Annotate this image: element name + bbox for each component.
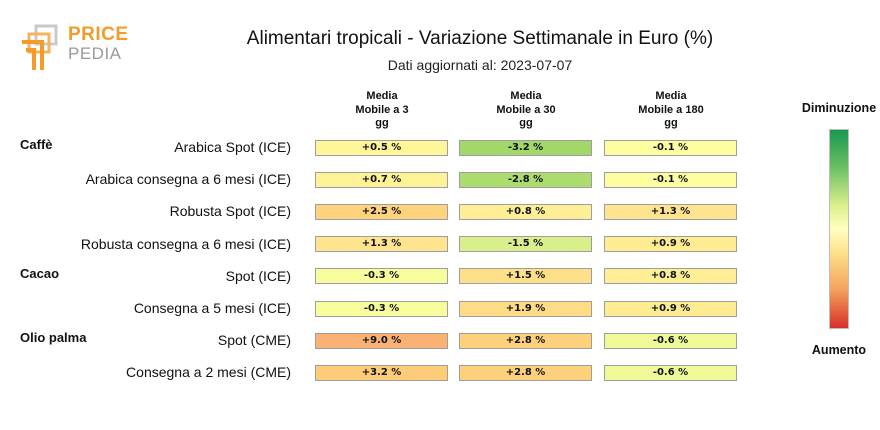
- heatmap-cell: +1.3 %: [604, 203, 737, 220]
- heatmap-cell: +0.9 %: [604, 300, 737, 317]
- heatmap-cell: -0.3 %: [315, 300, 448, 317]
- heatmap-cell: -0.1 %: [604, 171, 737, 188]
- color-scale-bar: [829, 129, 849, 329]
- heatmap-cell: +2.8 %: [459, 332, 592, 349]
- heatmap-cell: +0.5 %: [315, 139, 448, 156]
- heatmap-cell: +9.0 %: [315, 332, 448, 349]
- pricepedia-logo: PRICE PEDIA: [20, 24, 130, 72]
- column-header: Media Mobile a 3 gg: [355, 90, 409, 129]
- logo-text-line1: PRICE: [68, 24, 129, 45]
- heatmap-cell: +1.5 %: [459, 268, 592, 285]
- row-label: Robusta Spot (ICE): [169, 203, 291, 220]
- heatmap-cell: +2.8 %: [459, 364, 592, 381]
- heatmap-cell: -0.1 %: [604, 139, 737, 156]
- heatmap-cell: -0.6 %: [604, 332, 737, 349]
- legend-top-label: Diminuzione: [801, 101, 877, 115]
- group-label: Cacao: [20, 265, 60, 281]
- logo-icon: [22, 24, 58, 70]
- heatmap-cell: +2.5 %: [315, 203, 448, 220]
- heatmap-cell: +1.9 %: [459, 300, 592, 317]
- heatmap-cell: +0.9 %: [604, 236, 737, 253]
- column-header: Media Mobile a 180 gg: [638, 90, 704, 129]
- column-header: Media Mobile a 30 gg: [496, 90, 556, 129]
- group-label: Olio palma: [20, 330, 87, 346]
- heatmap-cell: -0.3 %: [315, 268, 448, 285]
- row-label: Arabica consegna a 6 mesi (ICE): [85, 171, 291, 188]
- row-label: Spot (ICE): [225, 267, 291, 284]
- row-label: Consegna a 5 mesi (ICE): [133, 300, 291, 316]
- logo-text-line2: PEDIA: [68, 44, 122, 63]
- row-label: Consegna a 2 mesi (CME): [126, 364, 291, 381]
- heatmap-cell: +0.7 %: [315, 171, 448, 188]
- heatmap-cell: -0.6 %: [604, 364, 737, 381]
- row-label: Robusta consegna a 6 mesi (ICE): [80, 235, 291, 252]
- heatmap-cell: +0.8 %: [604, 268, 737, 285]
- heatmap-cell: +1.3 %: [315, 236, 448, 253]
- heatmap-cell: +0.8 %: [459, 203, 592, 220]
- heatmap-cell: -1.5 %: [459, 236, 592, 253]
- heatmap-cell: +3.2 %: [315, 364, 448, 381]
- chart-title: Alimentari tropicali - Variazione Settim…: [246, 28, 714, 49]
- legend-bottom-label: Aumento: [811, 343, 867, 357]
- group-label: Caffè: [20, 137, 53, 152]
- row-label: Spot (CME): [217, 332, 291, 349]
- heatmap-cell: -2.8 %: [459, 171, 592, 188]
- chart-subtitle: Dati aggiornati al: 2023-07-07: [387, 57, 573, 73]
- row-label: Arabica Spot (ICE): [174, 139, 291, 155]
- heatmap-cell: -3.2 %: [459, 139, 592, 156]
